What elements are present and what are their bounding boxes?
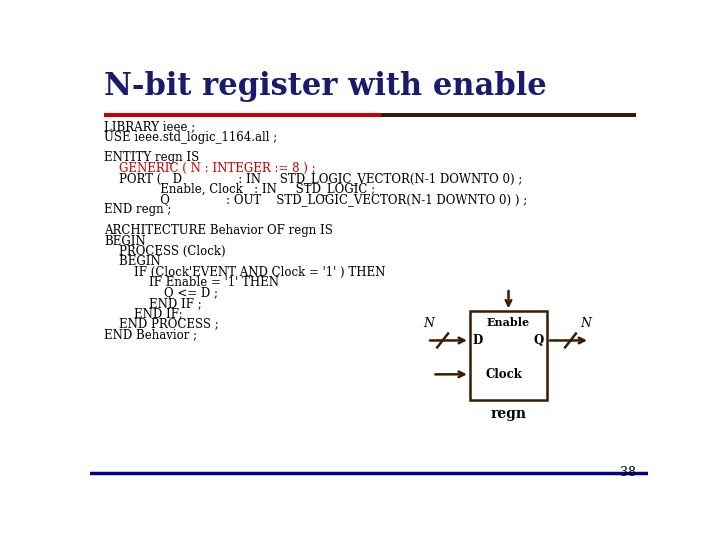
Text: END regn ;: END regn ; [104,204,171,217]
Text: Q               : OUT    STD_LOGIC_VECTOR(N-1 DOWNTO 0) ) ;: Q : OUT STD_LOGIC_VECTOR(N-1 DOWNTO 0) )… [104,193,527,206]
Text: regn: regn [490,408,526,421]
Text: END IF ;: END IF ; [104,297,202,310]
Text: USE ieee.std_logic_1164.all ;: USE ieee.std_logic_1164.all ; [104,131,277,144]
Text: Q: Q [534,334,544,347]
Text: D: D [473,334,483,347]
Text: ENTITY regn IS: ENTITY regn IS [104,151,199,164]
Text: PROCESS (Clock): PROCESS (Clock) [104,245,225,258]
Text: BEGIN: BEGIN [104,255,161,268]
Text: N: N [580,318,592,330]
Text: N: N [423,318,434,330]
Bar [104,113,383,117]
Text: GENERIC ( N : INTEGER := 8 ) ;: GENERIC ( N : INTEGER := 8 ) ; [104,162,315,175]
Text: Clock: Clock [485,368,522,381]
Text: Enable: Enable [487,318,530,328]
Text: END Behavior ;: END Behavior ; [104,328,197,341]
Bar [469,311,547,400]
Text: BEGIN: BEGIN [104,234,145,247]
Text: 38: 38 [621,466,636,479]
Text: IF (Clock'EVENT AND Clock = '1' ) THEN: IF (Clock'EVENT AND Clock = '1' ) THEN [104,266,385,279]
Bar [381,113,636,117]
Text: LIBRARY ieee ;: LIBRARY ieee ; [104,120,195,133]
Text: Enable, Clock   : IN     STD_LOGIC ;: Enable, Clock : IN STD_LOGIC ; [104,183,375,195]
Text: PORT (   D               : IN     STD_LOGIC_VECTOR(N-1 DOWNTO 0) ;: PORT ( D : IN STD_LOGIC_VECTOR(N-1 DOWNT… [104,172,522,185]
Text: END IF;: END IF; [104,307,183,320]
Text: END PROCESS ;: END PROCESS ; [104,318,219,330]
Text: ARCHITECTURE Behavior OF regn IS: ARCHITECTURE Behavior OF regn IS [104,224,333,237]
Text: N-bit register with enable: N-bit register with enable [104,71,546,102]
Text: IF Enable = '1' THEN: IF Enable = '1' THEN [104,276,279,289]
Text: Q <= D ;: Q <= D ; [104,287,218,300]
